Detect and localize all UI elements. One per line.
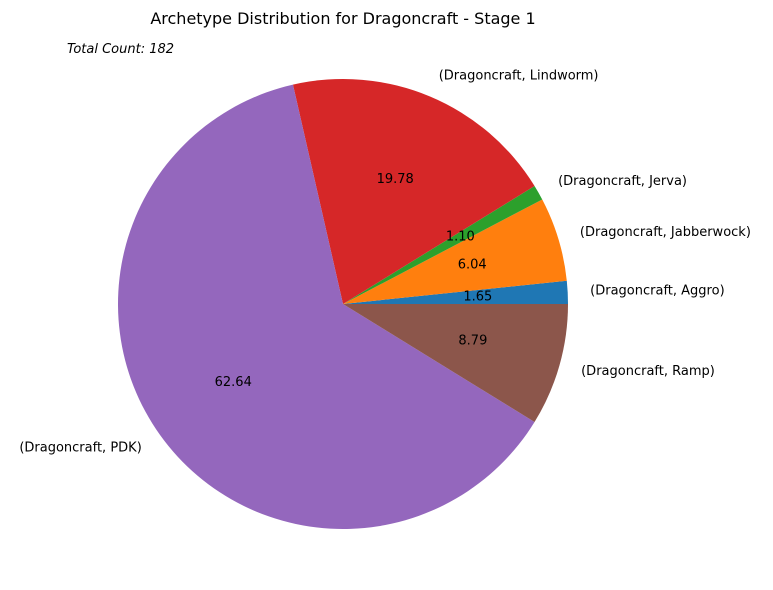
slice-percent-label: 8.79 [458, 333, 487, 348]
slice-percent-label: 6.04 [458, 257, 487, 272]
slice-percent-label: 62.64 [215, 375, 252, 390]
slice-percent-label: 19.78 [377, 172, 414, 187]
pie-slice [292, 78, 535, 304]
pie-slice [343, 185, 543, 304]
slice-category-label: (Dragoncraft, Jerva) [558, 174, 687, 189]
pie-slice [343, 199, 567, 304]
slice-category-label: (Dragoncraft, Ramp) [581, 364, 715, 379]
pie-slice [343, 280, 568, 304]
slice-category-label: (Dragoncraft, Aggro) [590, 284, 725, 299]
slice-category-label: (Dragoncraft, Lindworm) [439, 68, 599, 83]
pie-slices [118, 78, 568, 530]
slice-category-label: (Dragoncraft, PDK) [19, 441, 141, 456]
slice-percent-label: 1.65 [463, 290, 492, 305]
total-count-annotation: Total Count: 182 [67, 42, 174, 57]
chart-title: Archetype Distribution for Dragoncraft -… [150, 9, 535, 28]
pie-slice [343, 304, 568, 423]
pie-slice [118, 84, 535, 530]
slice-percent-label: 1.10 [446, 230, 475, 245]
slice-category-label: (Dragoncraft, Jabberwock) [580, 225, 751, 240]
pie-labels: 1.65 (Dragoncraft, Aggro) 6.04 (Dragoncraft… [19, 68, 751, 455]
